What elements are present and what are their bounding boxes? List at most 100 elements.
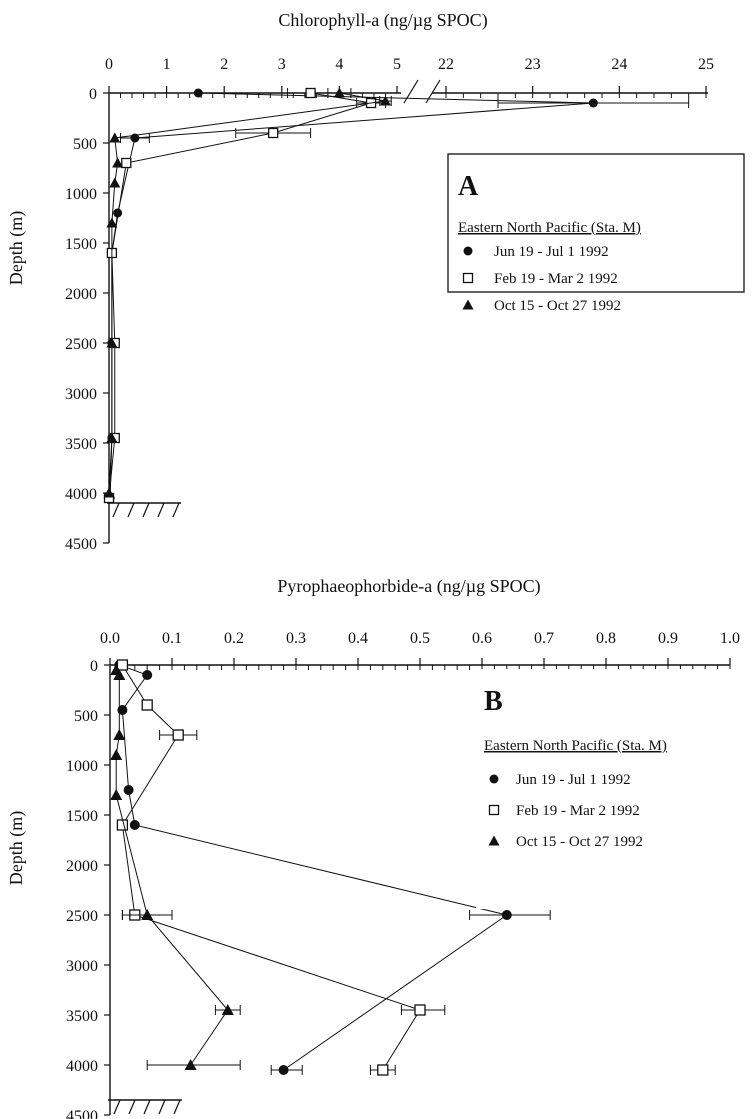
panel-b-y-tick-label: 1500 [66, 808, 98, 825]
panel-b-point-triangle [141, 909, 154, 920]
panel-b-legend-marker-triangle [488, 835, 500, 846]
panel-b-series-square [116, 659, 446, 1076]
panel-a-point-square [121, 157, 132, 169]
panel-b-seafloor-hatch [128, 1099, 136, 1115]
panel-a-x-tick-label: 23 [525, 56, 541, 73]
panel-a-series-segment [310, 92, 372, 104]
panel-a-legend-label: Jun 19 - Jul 1 1992 [494, 244, 609, 260]
panel-a-legend-label: Feb 19 - Mar 2 1992 [494, 271, 618, 287]
panel-b-series-line [121, 664, 421, 1071]
panel-a-legend-marker-triangle [462, 299, 474, 310]
panel-b-legend-box [476, 669, 746, 909]
panel-a-legend-box [447, 153, 745, 293]
panel-a-y-tick-label: 1000 [65, 186, 97, 203]
panel-b-letter: B [484, 686, 503, 717]
panel-a-x-tick-label: 1 [163, 56, 171, 73]
panel-b-legend-label: Oct 15 - Oct 27 1992 [516, 834, 643, 850]
panel-a-point-circle [113, 208, 123, 218]
panel-b-series-triangle [110, 664, 241, 1070]
panel-b-legend-label: Feb 19 - Mar 2 1992 [516, 803, 640, 819]
panel-a-y-axis-title: Depth (m) [6, 211, 27, 285]
panel-a-series-segment [108, 437, 116, 499]
panel-b-y-tick-label: 1000 [66, 758, 98, 775]
panel-a-legend-label: Oct 15 - Oct 27 1992 [494, 298, 621, 314]
panel-a-series [103, 87, 690, 504]
panel-b-x-tick-label: 0.8 [596, 630, 616, 647]
panel-a-point-triangle [103, 487, 115, 498]
panel-b-point-square [414, 1004, 426, 1016]
panel-a-series-segment [273, 102, 372, 134]
panel-b-point-circle [129, 820, 140, 830]
panel-b-chart: Pyrophaeophorbide-a (ng/µg SPOC) Depth (… [6, 576, 746, 1119]
panel-a-seafloor-hatch [112, 502, 120, 518]
panel-a-y-tick-label: 0 [89, 86, 97, 103]
panel-a-seafloor-hatch [157, 502, 165, 518]
panel-a-legend-heading: Eastern North Pacific (Sta. M) [458, 220, 641, 236]
panel-b-point-square [172, 729, 184, 741]
panel-b-y-tick-label: 2000 [66, 858, 98, 875]
panel-a-point-square [268, 127, 279, 139]
panel-b-point-triangle [113, 729, 126, 740]
panel-b-y-tick-label: 0 [90, 658, 98, 675]
panel-a-seafloor-hatch [127, 502, 135, 518]
panel-a-x-tick-label: 24 [611, 56, 627, 73]
panel-b-point-triangle [110, 749, 123, 760]
panel-a-y-tick-label: 1500 [65, 236, 97, 253]
panel-b-point-circle [278, 1065, 289, 1075]
panel-b-x-tick-label: 1.0 [720, 630, 740, 647]
panel-a-point-triangle [333, 87, 345, 98]
panel-a-y-tick-label: 4500 [65, 536, 97, 553]
panel-a-x-tick-label: 5 [393, 56, 401, 73]
panel-b-legend-items: Jun 19 - Jul 1 1992 Feb 19 - Mar 2 1992 Oc… [488, 772, 643, 850]
panel-a-y-tick-label: 4000 [65, 486, 97, 503]
panel-b-y-tick-label: 2500 [66, 908, 98, 925]
panel-a-legend-marker-square [462, 272, 474, 284]
panel-a-x-tick-label: 3 [278, 56, 286, 73]
panel-b-point-triangle [221, 1004, 234, 1015]
panel-b-point-triangle [110, 789, 123, 800]
panel-a-y-tick-label: 3500 [65, 436, 97, 453]
panel-b-point-square [116, 659, 129, 671]
panel-a-x-tick-label: 0 [105, 56, 113, 73]
panel-b-x-tick-label: 0.4 [348, 630, 368, 647]
panel-b-x-tick-label: 0.2 [224, 630, 244, 647]
panel-b-y-axis-title: Depth (m) [6, 811, 27, 885]
panel-a-axis-break-mark-1 [403, 79, 419, 104]
panel-a-point-triangle [109, 132, 121, 143]
panel-a-point-square [305, 87, 316, 99]
panel-a-point-triangle [106, 337, 118, 348]
panel-a-legend-items: Jun 19 - Jul 1 1992 Feb 19 - Mar 2 1992 Oc… [462, 244, 621, 314]
panel-a-point-triangle [112, 157, 124, 168]
panel-b-point-triangle [184, 1059, 197, 1070]
panel-b-legend-marker-square [488, 804, 500, 816]
panel-b-x-tick-label: 0.1 [162, 630, 182, 647]
panel-a-point-circle [193, 88, 203, 98]
panel-a-legend-marker-circle [463, 246, 473, 256]
panel-a-x-tick-label: 2 [220, 56, 228, 73]
panel-a-seafloor-hatch [142, 502, 150, 518]
panel-a-series-circle [105, 88, 690, 503]
panel-b-point-triangle [113, 669, 126, 680]
panel-b-point-square [116, 819, 129, 831]
panel-a-series-segment [111, 162, 127, 254]
panel-a-seafloor-hatch [172, 502, 180, 518]
panel-a-series-segment [198, 92, 594, 104]
panel-a-x-tick-label: 22 [438, 56, 454, 73]
panel-a-point-triangle [106, 217, 118, 228]
panel-b-point-square [377, 1064, 389, 1076]
panel-a-series-segment [134, 102, 594, 139]
panel-b-y-tick-label: 4000 [66, 1058, 98, 1075]
panel-b-seafloor-hatch [173, 1099, 181, 1115]
panel-b-x-axis-title: Pyrophaeophorbide-a (ng/µg SPOC) [277, 576, 540, 597]
panel-b-x-tick-label: 0.6 [472, 630, 492, 647]
panel-a-x-tick-label: 25 [698, 56, 714, 73]
panel-a-y-tick-label: 2500 [65, 336, 97, 353]
panel-b-y-tick-label: 500 [74, 708, 98, 725]
panel-b-point-circle [123, 785, 134, 795]
panel-a-series-segment [126, 132, 274, 164]
panel-a-axes: 0 1 2 3 4 5 22 23 24 2505001000150020002500300035… [65, 56, 714, 553]
panel-b-x-tick-label: 0.3 [286, 630, 306, 647]
panel-b-y-tick-label: 3000 [66, 958, 98, 975]
panel-a-series-segment [108, 437, 113, 494]
